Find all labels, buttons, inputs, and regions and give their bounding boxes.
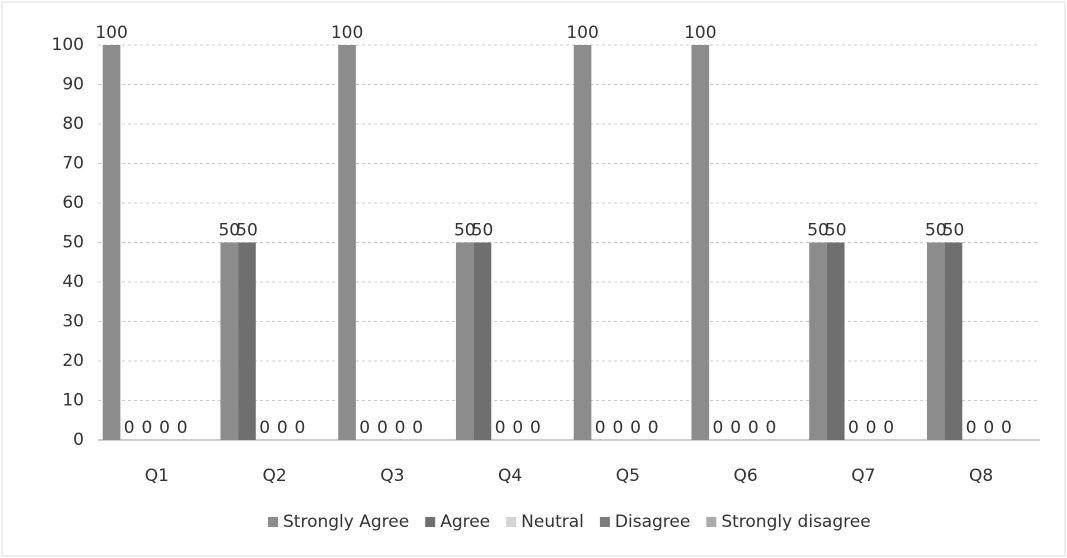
data-label: 0: [530, 418, 541, 438]
bar: [926, 242, 945, 440]
y-tick-label: 80: [62, 114, 84, 134]
data-label: 0: [159, 418, 170, 438]
data-label: 0: [141, 418, 152, 438]
data-label: 0: [966, 418, 977, 438]
data-label: 50: [454, 221, 476, 241]
data-label: 50: [925, 221, 947, 241]
data-label: 0: [883, 418, 894, 438]
data-label: 0: [1001, 418, 1012, 438]
legend-swatch: [268, 517, 278, 527]
data-label: 0: [359, 418, 370, 438]
y-tick-label: 20: [62, 351, 84, 371]
legend-label: Strongly disagree: [721, 512, 870, 532]
data-label: 0: [124, 418, 135, 438]
data-label: 100: [331, 23, 363, 43]
data-label: 0: [259, 418, 270, 438]
bar: [473, 242, 492, 440]
legend-label: Agree: [440, 512, 490, 532]
data-label: 0: [377, 418, 388, 438]
y-tick-label: 0: [73, 430, 84, 450]
data-label: 0: [713, 418, 724, 438]
bar: [238, 242, 256, 440]
legend-label: Strongly Agree: [283, 512, 409, 532]
data-label: 0: [595, 418, 606, 438]
data-label: 0: [730, 418, 741, 438]
y-tick-label: 60: [62, 193, 84, 213]
x-tick-label: Q8: [969, 466, 993, 486]
data-label: 0: [766, 418, 777, 438]
data-label: 0: [630, 418, 641, 438]
bar: [691, 45, 710, 440]
data-label: 50: [825, 221, 847, 241]
data-label: 0: [748, 418, 759, 438]
bar: [809, 242, 827, 440]
data-label: 0: [512, 418, 523, 438]
data-label: 0: [495, 418, 506, 438]
data-label: 0: [295, 418, 306, 438]
x-tick-label: Q7: [851, 466, 875, 486]
y-tick-label: 40: [62, 272, 84, 292]
legend-swatch: [506, 517, 517, 527]
data-label: 50: [218, 221, 240, 241]
y-tick-label: 100: [52, 35, 84, 55]
data-label: 0: [277, 418, 288, 438]
bar: [220, 242, 239, 440]
data-label: 50: [472, 221, 494, 241]
data-label: 50: [236, 221, 258, 241]
x-tick-label: Q5: [616, 466, 640, 486]
data-label: 100: [684, 23, 716, 43]
legend-label: Disagree: [615, 512, 690, 532]
bar: [338, 45, 356, 440]
bar: [102, 45, 121, 440]
data-label: 50: [943, 221, 965, 241]
data-label: 50: [807, 221, 829, 241]
y-tick-label: 10: [62, 391, 84, 411]
data-label: 0: [848, 418, 859, 438]
legend-label: Neutral: [521, 512, 584, 532]
data-label: 0: [395, 418, 406, 438]
x-tick-label: Q2: [263, 466, 287, 486]
data-label: 0: [612, 418, 623, 438]
bar: [944, 242, 963, 440]
data-label: 0: [412, 418, 423, 438]
x-tick-label: Q4: [498, 466, 522, 486]
legend-swatch: [706, 517, 717, 527]
bar: [573, 45, 592, 440]
y-tick-label: 50: [62, 233, 84, 253]
data-label: 100: [566, 23, 598, 43]
y-tick-label: 30: [62, 312, 84, 332]
x-tick-label: Q1: [145, 466, 169, 486]
data-label: 100: [95, 23, 127, 43]
data-label: 0: [648, 418, 659, 438]
y-tick-label: 90: [62, 75, 84, 95]
data-label: 0: [177, 418, 188, 438]
data-label: 0: [983, 418, 994, 438]
bar: [455, 242, 474, 440]
bar: [826, 242, 845, 440]
x-tick-label: Q6: [734, 466, 758, 486]
legend-swatch: [599, 517, 610, 527]
x-tick-label: Q3: [380, 466, 404, 486]
y-tick-label: 70: [62, 154, 84, 174]
legend-swatch: [425, 517, 436, 527]
data-label: 0: [866, 418, 877, 438]
